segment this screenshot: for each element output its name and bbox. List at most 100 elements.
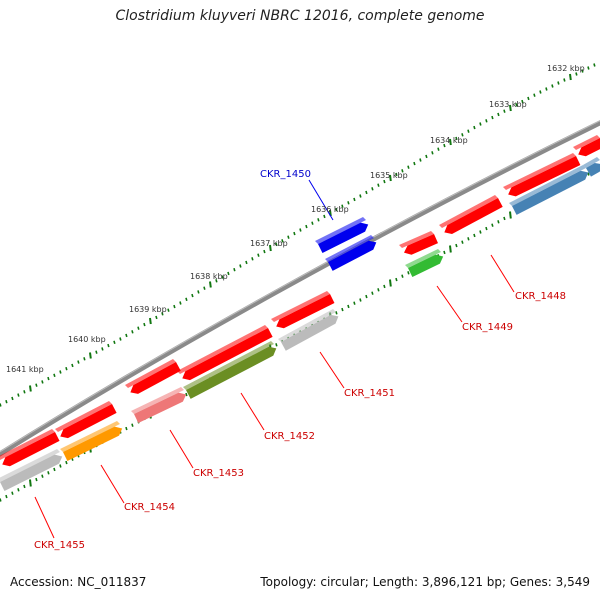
- gene-label-ckr1451[interactable]: CKR_1451: [344, 388, 395, 399]
- gene-block-ckr1450-a-bevel: [315, 217, 366, 244]
- minor-tick: [275, 343, 278, 347]
- minor-tick: [125, 333, 128, 338]
- gene-block-ckr1448: [444, 198, 503, 234]
- major-tick: [89, 352, 92, 359]
- feature-grey-1455: [0, 454, 63, 491]
- minor-tick: [287, 235, 290, 239]
- minor-tick: [455, 136, 458, 141]
- minor-tick: [131, 423, 134, 427]
- leader-ckr1449: [436, 285, 463, 323]
- minor-tick: [5, 494, 8, 499]
- minor-tick: [161, 312, 164, 316]
- minor-tick: [107, 343, 110, 348]
- gene-block-ckr1455: [2, 432, 60, 467]
- minor-tick: [395, 172, 398, 177]
- minor-tick: [467, 129, 470, 133]
- minor-tick: [377, 183, 380, 187]
- minor-tick: [53, 373, 56, 378]
- minor-tick: [335, 311, 338, 315]
- minor-tick: [185, 297, 188, 302]
- minor-tick: [461, 133, 464, 137]
- minor-tick: [593, 63, 596, 67]
- minor-tick: [11, 396, 14, 401]
- minor-tick: [203, 286, 206, 290]
- major-tick: [389, 279, 392, 287]
- minor-tick: [341, 307, 344, 312]
- gene-block-ckr1448-bevel: [439, 195, 498, 228]
- minor-tick: [215, 279, 218, 283]
- minor-tick: [521, 99, 524, 104]
- minor-tick: [47, 376, 50, 381]
- minor-tick: [533, 93, 536, 97]
- minor-tick: [113, 340, 116, 345]
- gene-label-ckr1454[interactable]: CKR_1454: [124, 502, 175, 513]
- minor-tick: [527, 96, 530, 101]
- minor-tick: [437, 147, 440, 151]
- minor-tick: [491, 115, 494, 120]
- kbp-label: 1635 kbp: [370, 171, 408, 180]
- minor-tick: [443, 143, 446, 148]
- minor-tick: [503, 216, 506, 221]
- kbp-label: 1638 kbp: [190, 272, 228, 281]
- minor-tick: [425, 154, 428, 159]
- minor-tick: [341, 204, 344, 208]
- minor-tick: [275, 242, 278, 247]
- minor-tick: [359, 298, 362, 302]
- minor-tick: [125, 426, 128, 431]
- gene-block-ckr1450-b: [328, 240, 377, 271]
- minor-tick: [491, 223, 494, 227]
- minor-tick: [0, 403, 2, 407]
- kbp-label: 1634 kbp: [430, 136, 468, 145]
- minor-tick: [17, 393, 20, 397]
- minor-tick: [77, 360, 80, 364]
- feature-grey-1455-bevel: [0, 449, 60, 482]
- gene-block-ckr1454-bevel: [55, 401, 112, 432]
- minor-tick: [65, 366, 68, 371]
- gene-label-ckr1455[interactable]: CKR_1455: [34, 540, 85, 551]
- leader-ckr1455: [34, 496, 55, 539]
- major-tick: [329, 209, 332, 217]
- kbp-label: 1633 kbp: [489, 100, 527, 109]
- minor-tick: [257, 253, 260, 257]
- minor-tick: [305, 224, 308, 229]
- gene-label-ckr1448[interactable]: CKR_1448: [515, 291, 566, 302]
- minor-tick: [197, 290, 200, 294]
- major-tick: [269, 244, 272, 252]
- minor-tick: [371, 187, 374, 191]
- minor-tick: [359, 194, 362, 198]
- gene-block-ckr1452: [182, 328, 273, 381]
- minor-tick: [347, 304, 350, 309]
- major-tick: [509, 211, 512, 219]
- minor-tick: [41, 380, 44, 384]
- minor-tick: [473, 233, 476, 238]
- minor-tick: [95, 350, 98, 354]
- gene-label-ckr1449[interactable]: CKR_1449: [462, 322, 513, 333]
- feature-pink-1453: [134, 392, 187, 424]
- minor-tick: [353, 197, 356, 202]
- feature-steelblue-1448: [512, 170, 589, 215]
- minor-tick: [299, 228, 302, 232]
- minor-tick: [35, 477, 38, 482]
- minor-tick: [0, 498, 2, 502]
- feature-pink-1453-bevel: [131, 387, 184, 414]
- minor-tick: [581, 69, 584, 73]
- minor-tick: [185, 392, 188, 397]
- minor-tick: [467, 237, 470, 241]
- minor-tick: [365, 294, 368, 299]
- gene-label-ckr1450[interactable]: CKR_1450: [260, 169, 311, 180]
- gene-label-ckr1453[interactable]: CKR_1453: [193, 468, 244, 479]
- minor-tick: [227, 271, 230, 276]
- minor-tick: [167, 308, 170, 312]
- leader-ckr1454: [100, 464, 125, 504]
- gene-block-ckr1452-bevel: [177, 325, 268, 374]
- minor-tick: [587, 66, 590, 70]
- minor-tick: [377, 288, 380, 292]
- gene-label-ckr1452[interactable]: CKR_1452: [264, 431, 315, 442]
- gene-block-ckr1453-bevel: [125, 359, 176, 388]
- minor-tick: [455, 243, 458, 248]
- minor-tick: [17, 488, 20, 492]
- minor-tick: [497, 112, 500, 117]
- leader-ckr1448: [490, 254, 515, 293]
- feature-olive-1452-bevel: [183, 341, 274, 390]
